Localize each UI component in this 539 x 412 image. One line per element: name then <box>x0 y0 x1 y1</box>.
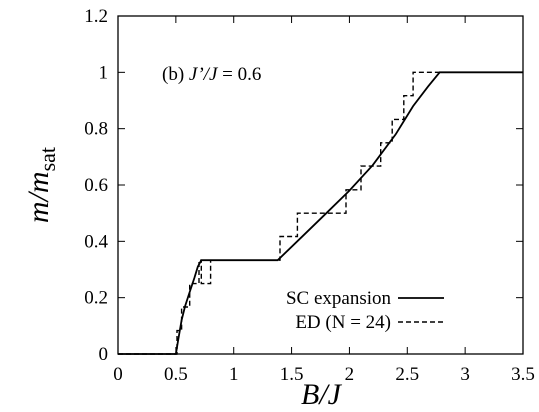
series-line-ed <box>118 71 523 355</box>
y-tick-label: 0 <box>99 344 109 365</box>
y-tick-label: 0.8 <box>84 119 108 140</box>
y-axis-label: m/msat <box>22 147 60 223</box>
x-tick-label: 0.5 <box>164 364 188 385</box>
x-axis-label: B/J <box>301 378 343 411</box>
x-tick-label: 0 <box>113 364 123 385</box>
y-tick-label: 1 <box>99 62 109 83</box>
x-tick-label: 1 <box>229 364 239 385</box>
x-tick-label: 2.5 <box>395 364 419 385</box>
x-tick-label: 3 <box>460 364 470 385</box>
y-tick-label: 0.6 <box>84 175 108 196</box>
x-tick-label: 1.5 <box>280 364 304 385</box>
y-tick-label: 0.4 <box>84 231 108 252</box>
legend-label-ed: ED (N = 24) <box>295 312 391 333</box>
annotation: (b) J’/J = 0.6 <box>162 64 261 85</box>
series-layer <box>118 71 523 355</box>
x-tick-label: 2 <box>345 364 355 385</box>
y-tick-label: 0.2 <box>84 288 108 309</box>
y-tick-label: 1.2 <box>84 6 108 27</box>
legend: SC expansion ED (N = 24) <box>286 288 444 333</box>
y-tick-labels: 0 0.2 0.4 0.6 0.8 1 1.2 <box>84 6 108 365</box>
x-tick-labels: 0 0.5 1 1.5 2 2.5 3 3.5 <box>113 364 535 385</box>
legend-label-sc: SC expansion <box>286 288 392 309</box>
x-tick-label: 3.5 <box>511 364 535 385</box>
